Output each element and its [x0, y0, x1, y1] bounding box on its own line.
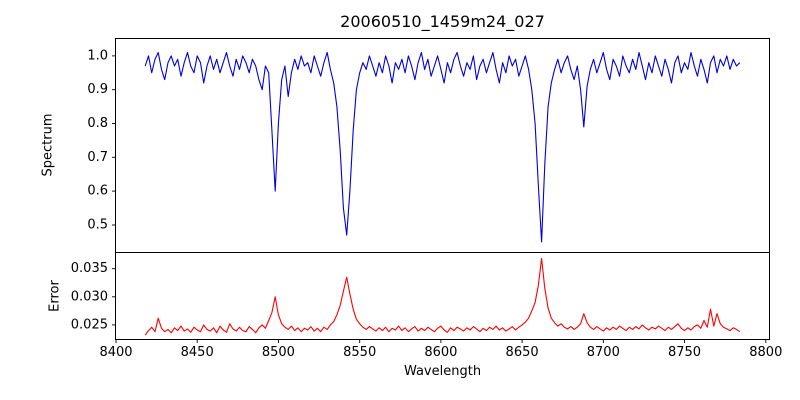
y-tick-label: 0.035 — [71, 261, 108, 276]
y-tick-label: 0.030 — [71, 289, 108, 304]
y-tick-label: 1.0 — [87, 48, 108, 63]
x-tick-label: 8450 — [181, 345, 214, 360]
x-tick-label: 8800 — [749, 345, 782, 360]
y-tick-label: 0.7 — [87, 150, 108, 165]
error-line — [144, 258, 741, 336]
error-y-axis-label: Error — [47, 280, 63, 312]
spectrum-y-axis-label: Spectrum — [40, 113, 56, 177]
y-tick-label: 0.8 — [87, 116, 108, 131]
error-axes: 0.025 0.030 0.035 8400 8450 8500 8550 8600 8650 8… — [71, 253, 782, 360]
plot-title: 20060510_1459m24_027 — [340, 12, 545, 31]
spectrum-line — [144, 51, 741, 243]
x-tick-label: 8600 — [424, 345, 457, 360]
spectrum-axes: 0.5 0.6 0.7 0.8 0.9 1.0 — [87, 38, 770, 253]
x-axis-label: Wavelength — [403, 364, 482, 379]
x-tick-label: 8750 — [668, 345, 701, 360]
x-tick-label: 8700 — [587, 345, 620, 360]
y-tick-label: 0.5 — [87, 218, 108, 233]
y-tick-label: 0.6 — [87, 184, 108, 199]
y-tick-label: 0.025 — [71, 317, 108, 332]
x-tick-label: 8650 — [506, 345, 539, 360]
x-tick-label: 8550 — [343, 345, 376, 360]
y-tick-label: 0.9 — [87, 82, 108, 97]
x-tick-label: 8400 — [99, 345, 132, 360]
x-tick-label: 8500 — [262, 345, 295, 360]
